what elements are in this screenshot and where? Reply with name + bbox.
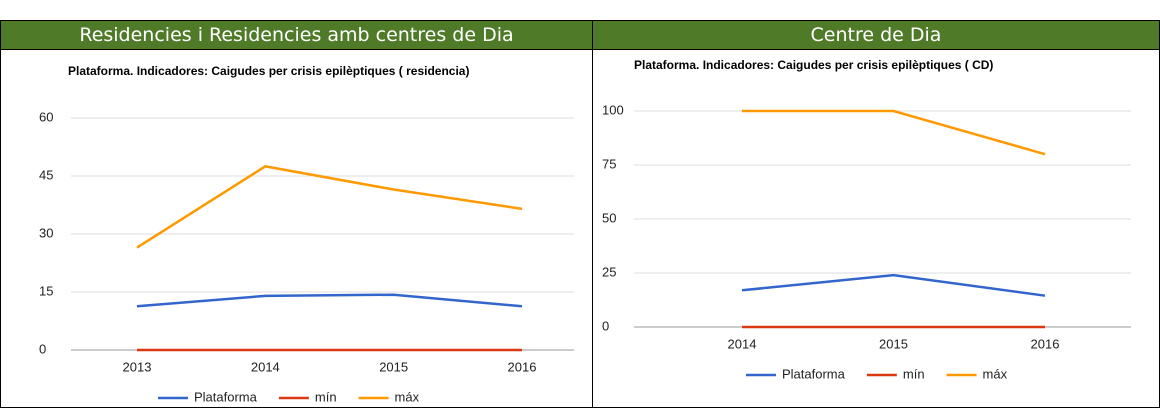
x-tick-label: 2013 — [123, 359, 152, 374]
y-tick-label: 0 — [39, 341, 46, 356]
legend-label: mín — [315, 389, 337, 404]
line — [136, 165, 523, 249]
chart-title: Plataforma. Indicadores: Caigudes per cr… — [634, 58, 994, 72]
x-tick-label: 2015 — [879, 336, 908, 351]
x-tick-label: 2014 — [728, 336, 757, 351]
y-tick-label: 50 — [602, 210, 616, 225]
legend-label: Plataforma — [782, 366, 846, 381]
legend-label: máx — [395, 389, 420, 404]
panel: Centre de Dia Plataforma. Indicadores: C… — [592, 20, 1160, 408]
y-tick-label: 75 — [602, 156, 616, 171]
y-tick-label: 60 — [39, 109, 53, 124]
x-tick-label: 2014 — [251, 359, 280, 374]
y-tick-label: 0 — [602, 318, 609, 333]
chart: 0 15 30 45 60 2013 2014 2015 2016 Plataforma mín má… — [39, 109, 574, 404]
x-tick-label: 2015 — [379, 359, 408, 374]
panel: Residencies i Residencies amb centres de… — [0, 20, 593, 408]
line — [136, 293, 523, 308]
y-tick-label: 30 — [39, 225, 53, 240]
legend-label: máx — [983, 366, 1008, 381]
chart: 0 25 50 75 100 2014 2015 2016 Plataforma mín máx — [602, 102, 1131, 381]
line — [741, 273, 1046, 297]
panel-header: Residencies i Residencies amb centres de… — [1, 21, 592, 50]
x-tick-label: 2016 — [1031, 336, 1060, 351]
y-tick-label: 15 — [39, 283, 53, 298]
y-tick-label: 45 — [39, 167, 53, 182]
y-tick-label: 100 — [602, 102, 624, 117]
panel-header: Centre de Dia — [593, 21, 1159, 50]
y-tick-label: 25 — [602, 264, 616, 279]
x-tick-label: 2016 — [508, 359, 537, 374]
line — [742, 109, 1046, 156]
legend-label: Plataforma — [194, 389, 258, 404]
legend-label: mín — [903, 366, 925, 381]
chart-title: Plataforma. Indicadores: Caigudes per cr… — [68, 64, 470, 78]
